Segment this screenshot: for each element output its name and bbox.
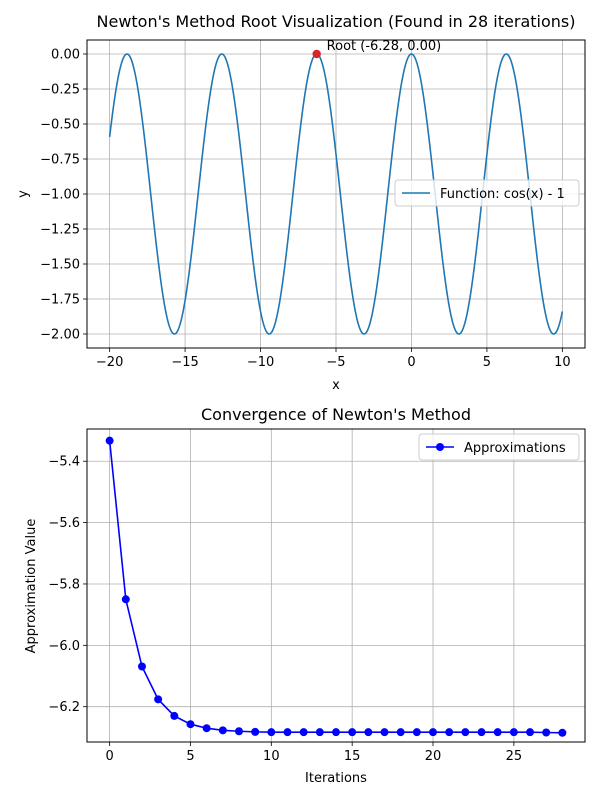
convergence-plot-grid: [87, 429, 585, 742]
convergence-plot-x-ticks: 0 5 10 15 20 25: [105, 742, 522, 764]
approximation-point: [218, 726, 227, 735]
approximation-point: [558, 728, 567, 737]
approximation-point: [267, 728, 276, 737]
approximation-point: [186, 720, 195, 729]
convergence-plot-y-tick-label: −5.8: [48, 577, 80, 592]
function-curve: [108, 53, 564, 335]
approximation-point: [412, 728, 421, 737]
function-plot-y-tick-label: 0.00: [51, 48, 80, 63]
function-plot-y-ticks: 0.00 −0.25 −0.50 −0.75 −1.00 −1.25 −1.50 −1.75 −…: [40, 48, 87, 343]
approximation-point: [445, 728, 454, 737]
approximation-point: [509, 728, 518, 737]
convergence-plot-frame: [86, 428, 586, 743]
function-plot-x-tick-label: 0: [407, 355, 415, 370]
convergence-plot-x-tick-label: 10: [263, 749, 280, 764]
function-plot-x-label: x: [332, 378, 340, 393]
function-plot-legend-label: Function: cos(x) - 1: [440, 187, 565, 202]
convergence-plot-x-tick-label: 5: [186, 749, 194, 764]
approximation-point: [526, 728, 535, 737]
convergence-plot-legend-label: Approximations: [464, 441, 566, 456]
function-plot-y-tick-label: −1.50: [40, 258, 80, 273]
convergence-plot-x-tick-label: 15: [344, 749, 361, 764]
approximation-point: [380, 728, 389, 737]
approximation-point: [170, 711, 179, 720]
convergence-plot-x-label: Iterations: [305, 771, 367, 786]
convergence-plot-legend-box: [418, 433, 580, 461]
approximation-point: [542, 728, 551, 737]
approximation-point: [299, 728, 308, 737]
convergence-plot-legend-marker: [436, 443, 444, 451]
function-plot-y-tick-label: −0.25: [40, 83, 80, 98]
convergence-plot-legend: Approximations: [418, 433, 580, 461]
function-plot-root-marker-group: Root (-6.28, 0.00): [312, 39, 442, 59]
convergence-plot-title: Convergence of Newton's Method: [201, 405, 471, 424]
function-plot-y-tick-label: −1.00: [40, 188, 80, 203]
convergence-plot-y-tick-label: −6.2: [48, 700, 80, 715]
approximation-point: [461, 728, 470, 737]
approximation-point: [364, 728, 373, 737]
function-plot-x-tick-label: −15: [171, 355, 198, 370]
convergence-plot-x-tick-label: 0: [105, 749, 113, 764]
function-plot-x-tick-label: 10: [554, 355, 571, 370]
approximation-point: [332, 728, 340, 737]
function-plot-x-ticks: −20 −15 −10 −5 0 5 10: [96, 348, 571, 370]
approximation-point: [315, 728, 324, 737]
approximation-point: [121, 595, 130, 604]
approximation-point: [477, 728, 486, 737]
function-plot-x-tick-label: 5: [483, 355, 491, 370]
convergence-plot-y-ticks: −5.4 −5.6 −5.8 −6.0 −6.2: [48, 455, 87, 715]
function-plot: Newton's Method Root Visualization (Foun…: [16, 12, 586, 393]
convergence-plot-y-tick-label: −5.4: [48, 455, 80, 470]
convergence-plot-x-tick-label: 25: [506, 749, 523, 764]
function-plot-y-tick-label: −1.25: [40, 223, 80, 238]
approximation-point: [154, 695, 163, 704]
approximation-point: [283, 728, 292, 737]
approximation-point: [137, 662, 146, 671]
convergence-plot-y-tick-label: −6.0: [48, 639, 80, 654]
approximation-point: [251, 727, 260, 736]
convergence-plot-y-tick-label: −5.6: [48, 516, 80, 531]
approximation-point: [234, 727, 243, 736]
approximation-point: [396, 728, 405, 737]
function-plot-legend-box: [394, 179, 580, 207]
approximation-point: [348, 728, 357, 737]
function-plot-y-tick-label: −0.75: [40, 153, 80, 168]
function-plot-x-tick-label: −20: [96, 355, 123, 370]
approximation-point: [429, 728, 438, 737]
convergence-plot-x-tick-label: 20: [425, 749, 442, 764]
root-marker: [312, 49, 321, 59]
function-plot-title: Newton's Method Root Visualization (Foun…: [97, 12, 576, 31]
approximation-point: [493, 728, 502, 737]
function-plot-y-tick-label: −1.75: [40, 293, 80, 308]
function-plot-y-tick-label: −0.50: [40, 118, 80, 133]
approximation-point: [105, 436, 114, 445]
function-plot-x-tick-label: −10: [247, 355, 274, 370]
function-plot-y-tick-label: −2.00: [40, 328, 80, 343]
convergence-plot: Convergence of Newton's Method 0 5 10 15 20 2…: [24, 405, 586, 786]
function-plot-legend: Function: cos(x) - 1: [394, 179, 580, 207]
convergence-plot-series: [105, 436, 567, 737]
convergence-plot-y-label: Approximation Value: [24, 519, 39, 654]
function-plot-x-tick-label: −5: [326, 355, 345, 370]
approximations-line: [108, 440, 563, 734]
function-plot-y-label: y: [16, 190, 31, 198]
function-plot-series: [108, 53, 564, 335]
approximation-point: [202, 724, 211, 733]
root-annotation: Root (-6.28, 0.00): [327, 39, 442, 54]
